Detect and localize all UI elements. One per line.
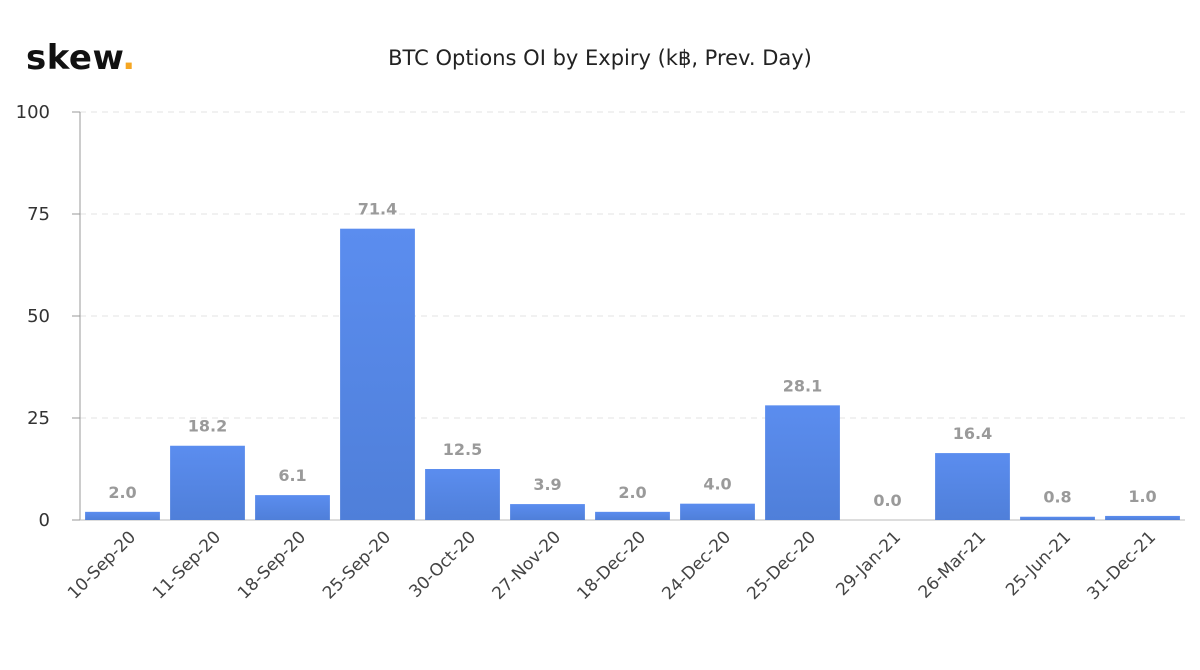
logo-dot: . [122,38,136,78]
bar [1020,516,1095,520]
bar [255,495,330,520]
data-label: 2.0 [618,483,646,502]
y-tick-label: 25 [27,408,50,429]
y-tick-labels: 0 25 50 75 100 [16,102,50,531]
logo-text: skew [26,38,123,78]
y-tick-label: 50 [27,306,50,327]
x-tick-label: 24-Dec-20 [658,527,735,604]
chart-title: BTC Options OI by Expiry (k฿, Prev. Day) [388,46,812,70]
x-tick-labels: 10-Sep-20 11-Sep-20 18-Sep-20 25-Sep-20 30-O… [64,527,1160,604]
bar [510,504,585,520]
bar [680,503,755,520]
data-label: 6.1 [278,466,306,485]
x-tick-label: 29-Jan-21 [832,527,905,600]
bar [935,453,1010,520]
x-tick-label: 25-Jun-21 [1002,527,1075,600]
bar [425,469,500,520]
data-label: 4.0 [703,475,731,494]
data-label: 0.0 [873,491,901,510]
bar [85,511,160,520]
data-label: 71.4 [358,200,397,219]
x-tick-label: 11-Sep-20 [149,527,225,603]
x-tick-label: 26-Mar-21 [915,527,990,602]
data-label: 2.0 [108,483,136,502]
y-tick-label: 100 [16,102,50,123]
x-tick-label: 27-Nov-20 [488,527,565,604]
data-label: 18.2 [188,417,227,436]
data-labels: 2.0 18.2 6.1 71.4 12.5 3.9 2.0 4.0 28.1 0.0 16.4 0.… [108,200,1156,510]
data-label: 3.9 [533,475,561,494]
x-tick-label: 25-Sep-20 [319,527,395,603]
y-tick-label: 0 [39,510,50,531]
bar [1105,515,1180,520]
bar [340,228,415,521]
x-tick-label: 25-Dec-20 [743,527,820,604]
bar [170,445,245,520]
bar [765,405,840,520]
grid-lines [72,111,1185,521]
data-label: 1.0 [1128,487,1156,506]
x-tick-label: 18-Sep-20 [234,527,310,603]
data-label: 0.8 [1043,488,1071,507]
data-label: 28.1 [783,376,822,395]
bars [85,228,1180,521]
x-tick-label: 18-Dec-20 [573,527,650,604]
data-label: 16.4 [953,424,992,443]
data-label: 12.5 [443,440,482,459]
x-tick-label: 31-Dec-21 [1083,527,1160,604]
bar [595,511,670,520]
x-tick-label: 10-Sep-20 [64,527,140,603]
y-tick-label: 75 [27,204,50,225]
x-tick-label: 30-Oct-20 [406,527,481,602]
skew-logo: skew. [26,38,136,78]
